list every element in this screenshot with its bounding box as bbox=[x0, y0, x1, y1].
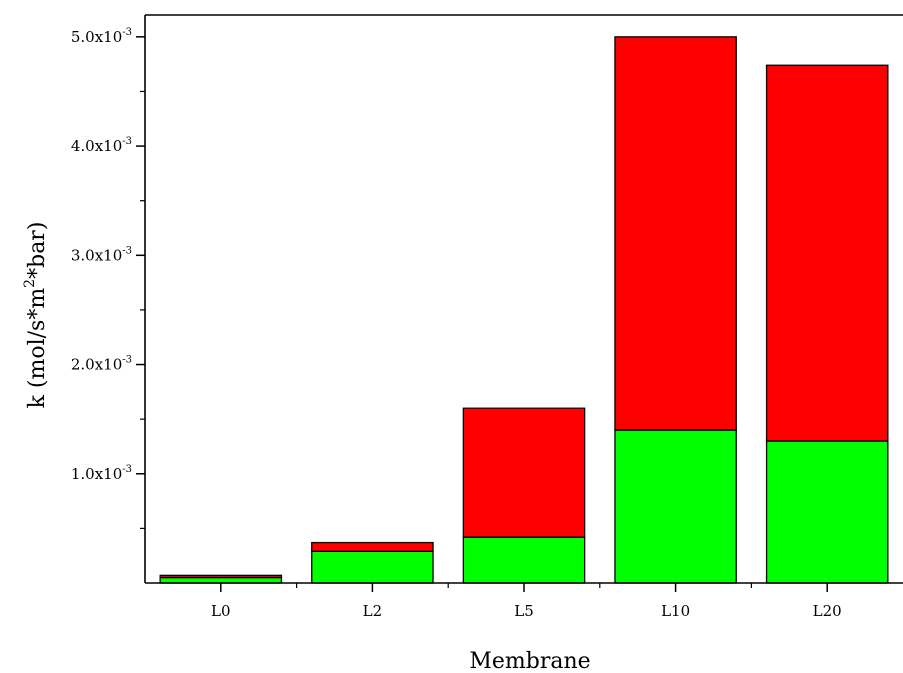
x-axis-title: Membrane bbox=[469, 649, 590, 673]
x-tick-label-l5: L5 bbox=[514, 602, 534, 620]
bar-l20-series-1 bbox=[765, 440, 889, 584]
bar-l20-series-2 bbox=[765, 64, 889, 442]
y-axis-title-main: k (mol/s*m bbox=[25, 288, 50, 409]
y-axis-title: k (mol/s*m2*bar) bbox=[22, 222, 50, 409]
x-tick-label-l2: L2 bbox=[363, 602, 383, 620]
x-tick-label-l10: L10 bbox=[661, 602, 690, 620]
y-axis-title-tail: *bar) bbox=[25, 222, 50, 279]
x-tick-label-l20: L20 bbox=[813, 602, 842, 620]
bar-l2-series-1 bbox=[311, 550, 434, 584]
y-tick-label: 4.0x10-3 bbox=[71, 136, 132, 155]
bar-l10-series-1 bbox=[614, 429, 737, 584]
axes-group bbox=[136, 14, 903, 592]
y-tick-label: 1.0x10-3 bbox=[71, 464, 132, 483]
bar-l0-series-2 bbox=[159, 574, 283, 579]
bar-l5-series-1 bbox=[462, 536, 586, 584]
y-tick-label: 3.0x10-3 bbox=[71, 245, 132, 264]
x-tick-label-l0: L0 bbox=[211, 602, 231, 620]
y-tick-label: 5.0x10-3 bbox=[71, 27, 132, 46]
bar-l0-series-1 bbox=[159, 576, 283, 584]
y-axis-title-sup: 2 bbox=[22, 279, 38, 288]
bars-group bbox=[159, 36, 889, 584]
bar-l5-series-2 bbox=[462, 407, 586, 538]
labels-group: L0 L2 L5 L10 L20 1.0x10-3 2.0x10-3 3.0x10-3 4.0x… bbox=[71, 27, 842, 620]
y-tick-label: 2.0x10-3 bbox=[71, 355, 132, 374]
bar-l10-series-2 bbox=[614, 36, 737, 431]
bar-l2-series-2 bbox=[311, 541, 434, 552]
